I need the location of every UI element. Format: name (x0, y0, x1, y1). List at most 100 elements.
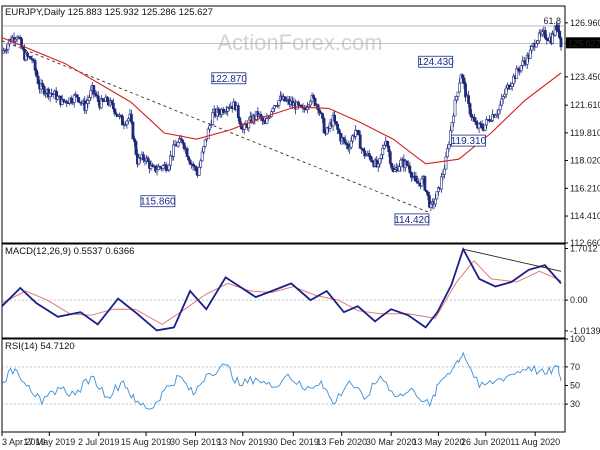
candle-body (453, 99, 457, 117)
candle-body (458, 82, 461, 93)
candle-body (521, 60, 525, 66)
price-annotation-box (394, 213, 430, 226)
candle-body (495, 113, 499, 116)
candle-body (277, 100, 281, 106)
candle-body (265, 118, 269, 124)
candle-body (188, 159, 192, 165)
candle-body (337, 129, 341, 134)
price-annotation-label: 122.870 (211, 74, 248, 85)
candle-body (319, 112, 323, 114)
candle-body (29, 56, 32, 60)
price-y-tick-label: 112.660 (570, 238, 600, 248)
candle-body (14, 38, 17, 42)
candle-body (333, 114, 337, 122)
price-y-tick-label: 123.450 (570, 72, 600, 82)
candle-body (169, 155, 172, 166)
candle-body (181, 139, 185, 144)
candle-body (179, 138, 183, 141)
candle-body (155, 169, 159, 172)
x-axis-tick-label: 11 Aug 2020 (510, 437, 560, 447)
candle-body (313, 97, 317, 107)
candle-body (33, 60, 37, 71)
candle-body (435, 191, 439, 200)
x-axis-tick-label: 13 May 2020 (412, 437, 464, 447)
candle-body (510, 83, 514, 87)
candle-body (285, 100, 288, 102)
candle-body (483, 124, 487, 131)
candle-body (440, 176, 443, 190)
candle-body (434, 198, 437, 205)
candle-body (378, 158, 382, 165)
candle-body (131, 121, 135, 140)
candle-body (459, 74, 463, 84)
candle-body (35, 69, 39, 77)
price-annotation-label: 124.430 (418, 57, 455, 68)
candle-body (256, 111, 260, 117)
candle-body (185, 148, 189, 157)
candle-body (209, 124, 213, 126)
candle-body (166, 169, 169, 172)
candle-body (367, 153, 371, 157)
candle-body (321, 113, 324, 119)
candle-body (41, 83, 45, 87)
candle-body (480, 124, 484, 129)
candle-body (197, 166, 201, 176)
candle-body (470, 113, 473, 118)
candle-body (176, 142, 180, 147)
candle-body (96, 95, 100, 102)
candle-body (307, 104, 311, 107)
candle-body (205, 138, 209, 141)
candle-body (339, 133, 343, 142)
candle-body (500, 98, 504, 106)
price-annotation-label: 119.310 (451, 136, 487, 147)
price-y-tick-label: 126.960 (570, 18, 600, 28)
candle-body (224, 110, 228, 113)
candle-body (447, 144, 451, 149)
candle-body (348, 146, 352, 150)
candle-body (494, 114, 498, 118)
candle-body (477, 122, 481, 129)
candle-body (397, 166, 401, 172)
candle-body (259, 114, 263, 118)
candle-body (202, 146, 206, 153)
candle-body (423, 176, 427, 191)
price-y-tick-label: 121.610 (570, 100, 600, 110)
candle-body (361, 148, 365, 151)
x-axis-tick-label: 13 Feb 2020 (316, 437, 367, 447)
candle-body (124, 124, 127, 126)
candle-body (137, 157, 141, 165)
price-annotation-box (140, 195, 176, 208)
candle-body (276, 105, 279, 107)
macd-header: MACD(12,26,9) 0.5537 0.6366 (5, 246, 134, 257)
candle-body (351, 135, 355, 142)
candle-body (381, 148, 385, 155)
candle-body (86, 100, 90, 104)
price-annotation-box (211, 72, 247, 85)
candle-body (379, 154, 383, 159)
candle-body (101, 98, 105, 102)
candle-body (110, 100, 114, 104)
candle-body (369, 156, 373, 161)
candle-body (194, 166, 198, 172)
candle-body (93, 92, 97, 96)
candle-body (468, 103, 472, 115)
candle-body (206, 128, 210, 140)
candle-body (6, 43, 10, 50)
macd-y-tick-label: 1.7012 (570, 244, 598, 254)
last-price-tag: 125.627 (568, 38, 600, 48)
candle-body (42, 86, 46, 95)
x-axis-tick-label: 30 Dec 2019 (268, 437, 319, 447)
candle-body (467, 95, 470, 104)
price-y-tick-label: 118.020 (570, 155, 600, 165)
candle-body (154, 165, 157, 172)
candle-body (18, 36, 22, 39)
candle-body (537, 32, 541, 42)
panel-frame-0 (1, 5, 566, 244)
candle-body (334, 120, 338, 125)
candle-body (322, 118, 326, 134)
price-annotation-box (451, 134, 486, 147)
candle-body (316, 104, 320, 111)
panel-frame-1 (1, 243, 566, 339)
candle-body (426, 191, 430, 196)
candle-body (200, 151, 204, 162)
